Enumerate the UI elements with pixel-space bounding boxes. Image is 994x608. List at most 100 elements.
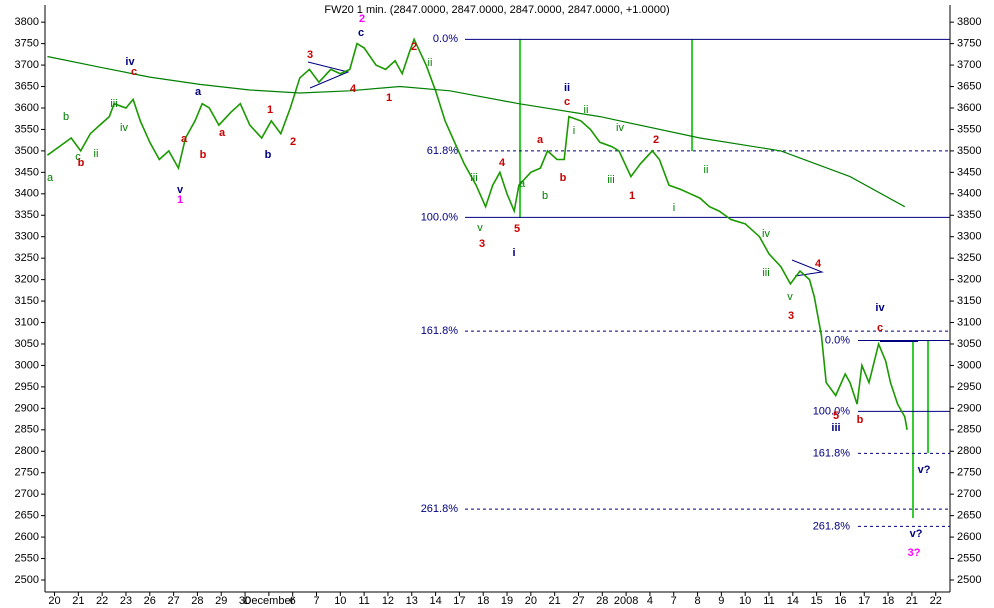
- wave-label: 2: [653, 134, 659, 146]
- x-tick-label: 30: [239, 595, 251, 607]
- time-markers: [519, 39, 929, 518]
- wave-label: c: [131, 66, 137, 78]
- wave-label: iv: [120, 122, 128, 134]
- fib-label: 261.8%: [813, 520, 851, 532]
- fib-label: 61.8%: [427, 145, 458, 157]
- fib-label: 100.0%: [421, 211, 459, 223]
- wave-label: iii: [110, 98, 117, 110]
- y-tick-label: 3150: [15, 295, 39, 307]
- x-tick-label: 2008: [614, 595, 638, 607]
- wave-label: v: [787, 291, 793, 303]
- fib-label: 161.8%: [421, 325, 459, 337]
- x-tick-label: 17: [453, 595, 465, 607]
- x-tick-label: 26: [144, 595, 156, 607]
- y-tick-label: 3350: [15, 209, 39, 221]
- x-tick-label: 21: [72, 595, 84, 607]
- y-tick-label: 3750: [15, 38, 39, 50]
- y-tick-label: 2550: [15, 552, 39, 564]
- y-tick-label: 2900: [15, 402, 39, 414]
- x-tick-label: 21: [549, 595, 561, 607]
- y-tick-label: 2950: [15, 381, 39, 393]
- x-tick-label: 17: [858, 595, 870, 607]
- wave-label: iii: [831, 422, 840, 434]
- x-tick-label: 9: [718, 595, 724, 607]
- price-line: [46, 37, 908, 430]
- x-tick-label: 7: [313, 595, 319, 607]
- y-tick-label: 2750: [15, 467, 39, 479]
- y-tick-label: 2850: [957, 424, 981, 436]
- x-tick-label: 27: [572, 595, 584, 607]
- wave-label: a: [219, 127, 226, 139]
- wave-label: 5: [514, 223, 520, 235]
- x-tick-label: 8: [694, 595, 700, 607]
- y-tick-label: 3100: [957, 316, 981, 328]
- y-tick-label: 3700: [15, 59, 39, 71]
- y-tick-label: 3200: [957, 274, 981, 286]
- x-tick-label: 21: [906, 595, 918, 607]
- x-tick-label: 11: [358, 595, 369, 607]
- y-tick-label: 3300: [15, 231, 39, 243]
- y-tick-label: 2750: [957, 467, 981, 479]
- x-tick-label: 13: [406, 595, 418, 607]
- x-tick-label: 14: [429, 595, 441, 607]
- y-tick-label: 2650: [15, 510, 39, 522]
- y-tick-label: 3000: [957, 359, 981, 371]
- y-tick-label: 2550: [957, 552, 981, 564]
- wave-label: 4: [499, 157, 506, 169]
- wave-label: 4: [815, 258, 822, 270]
- y-tick-label: 3350: [957, 209, 981, 221]
- wave-label: 1: [267, 104, 273, 116]
- x-tick-label: 18: [882, 595, 894, 607]
- y-tick-label: 3650: [957, 80, 981, 92]
- x-tick-label: 18: [477, 595, 489, 607]
- y-tick-label: 3800: [957, 16, 981, 28]
- wave-label: 1: [177, 194, 183, 206]
- chart-title: FW20 1 min. (2847.0000, 2847.0000, 2847.…: [324, 4, 669, 16]
- y-tick-label: 3750: [957, 38, 981, 50]
- y-tick-label: 3650: [15, 80, 39, 92]
- y-tick-label: 2500: [957, 574, 981, 586]
- wave-label: iii: [762, 267, 769, 279]
- y-tick-label: 3150: [957, 295, 981, 307]
- wave-label: 2: [359, 13, 365, 25]
- wave-label: iv: [875, 302, 885, 314]
- x-tick-label: 14: [787, 595, 799, 607]
- wave-label: c: [877, 322, 883, 334]
- wave-label: a: [47, 172, 54, 184]
- y-tick-label: 3600: [15, 102, 39, 114]
- wave-label: a: [537, 134, 544, 146]
- x-tick-label: 27: [167, 595, 179, 607]
- wave-label: 2: [411, 41, 417, 53]
- x-tick-label: 10: [739, 595, 751, 607]
- y-tick-label: 2500: [15, 574, 39, 586]
- x-tick-label: December: [243, 595, 294, 607]
- moving-average: [47, 55, 906, 208]
- y-tick-label: 3500: [15, 145, 39, 157]
- y-tick-label: 3600: [957, 102, 981, 114]
- wave-label: 1: [386, 92, 392, 104]
- wave-label: v: [177, 184, 184, 196]
- x-tick-label: 28: [191, 595, 203, 607]
- y-tick-label: 2800: [957, 445, 981, 457]
- wave-label: b: [63, 111, 69, 123]
- wave-label: i: [573, 125, 575, 137]
- wave-label: b: [857, 414, 864, 426]
- y-tick-label: 2900: [957, 402, 981, 414]
- wave-label: ii: [584, 104, 589, 116]
- wave-label: 3: [479, 238, 485, 250]
- y-tick-label: 2700: [15, 488, 39, 500]
- y-tick-label: 3700: [957, 59, 981, 71]
- fib-label: 161.8%: [813, 447, 851, 459]
- y-tick-label: 3300: [957, 231, 981, 243]
- x-tick-label: 12: [382, 595, 394, 607]
- x-tick-label: 28: [596, 595, 608, 607]
- x-tick-label: 4: [647, 595, 653, 607]
- y-tick-label: 3500: [957, 145, 981, 157]
- wave-label: c: [75, 151, 81, 163]
- y-tick-label: 2950: [957, 381, 981, 393]
- wave-label: v?: [910, 528, 923, 540]
- wave-label: c: [358, 27, 364, 39]
- wave-label: 2: [290, 136, 296, 148]
- wave-label: v: [477, 222, 483, 234]
